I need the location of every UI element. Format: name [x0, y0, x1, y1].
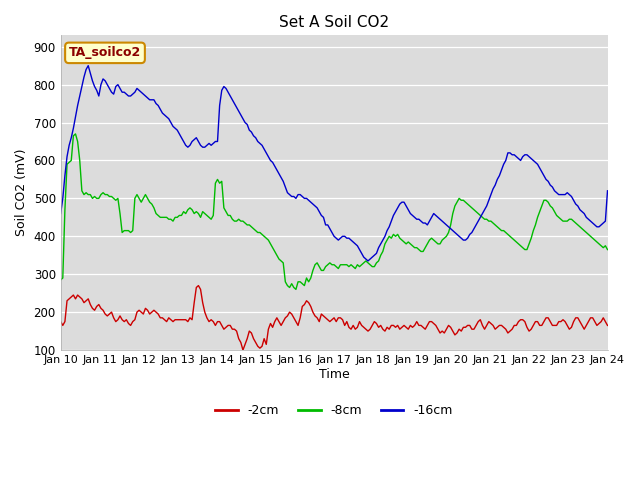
-2cm: [385, 326, 393, 332]
-8cm: [72, 131, 79, 137]
-16cm: [57, 211, 65, 216]
X-axis label: Time: Time: [319, 368, 349, 381]
Text: TA_soilco2: TA_soilco2: [69, 47, 141, 60]
-8cm: [385, 233, 393, 239]
-8cm: [292, 287, 300, 292]
-16cm: [110, 91, 118, 97]
-2cm: [108, 309, 115, 315]
Legend: -2cm, -8cm, -16cm: -2cm, -8cm, -16cm: [211, 399, 458, 422]
-8cm: [298, 281, 306, 287]
Title: Set A Soil CO2: Set A Soil CO2: [279, 15, 389, 30]
-2cm: [80, 300, 88, 306]
Line: -2cm: -2cm: [61, 286, 607, 350]
-8cm: [604, 247, 611, 252]
-8cm: [498, 228, 506, 233]
-16cm: [604, 188, 611, 193]
-2cm: [360, 324, 367, 330]
-16cm: [498, 167, 506, 173]
Y-axis label: Soil CO2 (mV): Soil CO2 (mV): [15, 149, 28, 237]
-2cm: [298, 303, 306, 309]
Line: -16cm: -16cm: [61, 66, 607, 261]
-8cm: [83, 190, 90, 195]
-16cm: [385, 224, 393, 230]
-8cm: [110, 195, 118, 201]
-16cm: [84, 63, 92, 69]
-2cm: [239, 347, 247, 353]
-16cm: [358, 251, 365, 256]
-2cm: [57, 319, 65, 324]
-2cm: [195, 283, 202, 288]
-16cm: [80, 74, 88, 80]
-2cm: [498, 323, 506, 328]
Line: -8cm: -8cm: [61, 134, 607, 289]
-2cm: [604, 323, 611, 328]
-8cm: [57, 277, 65, 283]
-16cm: [364, 258, 372, 264]
-8cm: [360, 260, 367, 266]
-16cm: [296, 192, 304, 197]
